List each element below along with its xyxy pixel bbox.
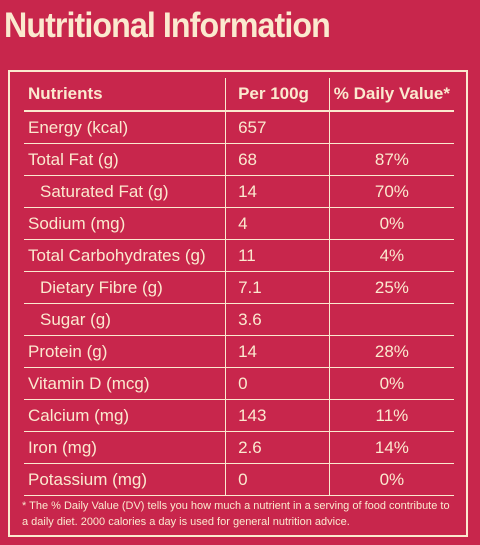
- table-cell: 14: [225, 335, 330, 368]
- column-header: % Daily Value*: [329, 78, 454, 112]
- table-row: Vitamin D (mcg) 0 0%: [24, 367, 454, 400]
- table-cell: 3.6: [225, 303, 330, 336]
- table-row: Dietary Fibre (g) 7.1 25%: [24, 271, 454, 304]
- table-cell: Calcium (mg): [24, 399, 227, 432]
- table-cell: 657: [225, 111, 330, 144]
- empty-cell: [329, 303, 454, 336]
- table-row: Iron (mg) 2.6 14%: [24, 431, 454, 464]
- table-row: Sodium (mg) 4 0%: [24, 207, 454, 240]
- title: Nutritional Information: [4, 6, 331, 45]
- table-cell: Energy (kcal): [24, 111, 227, 144]
- table-cell: Saturated Fat (g): [24, 175, 227, 208]
- empty-cell: [329, 111, 454, 144]
- table-cell: 68: [225, 143, 330, 176]
- table-cell: 14%: [329, 431, 454, 464]
- table-row: Total Fat (g) 68 87%: [24, 143, 454, 176]
- table-cell: Total Carbohydrates (g): [24, 239, 227, 272]
- table-cell: 0: [225, 367, 330, 400]
- table-cell: 0%: [329, 367, 454, 400]
- table-cell: 11%: [329, 399, 454, 432]
- table-cell: 0%: [329, 463, 454, 496]
- table-cell: 28%: [329, 335, 454, 368]
- table-cell: Protein (g): [24, 335, 227, 368]
- table-row: Protein (g) 14 28%: [24, 335, 454, 368]
- table-cell: Total Fat (g): [24, 143, 227, 176]
- table-cell: 4: [225, 207, 330, 240]
- table-cell: 2.6: [225, 431, 330, 464]
- nutrition-panel: Nutrients Per 100g% Daily Value* Energy (…: [8, 70, 468, 537]
- table-cell: 4%: [329, 239, 454, 272]
- table-row: Saturated Fat (g) 14 70%: [24, 175, 454, 208]
- table-cell: 7.1: [225, 271, 330, 304]
- table-row: Potassium (mg) 0 0%: [24, 463, 454, 496]
- table-row: Energy (kcal) 657: [24, 111, 454, 144]
- table-row: Total Carbohydrates (g) 11 4%: [24, 239, 454, 272]
- footnote: * The % Daily Value (DV) tells you how m…: [22, 500, 450, 528]
- table-cell: 14: [225, 175, 330, 208]
- table-cell: 25%: [329, 271, 454, 304]
- table-row: Calcium (mg) 143 11%: [24, 399, 454, 432]
- column-header: Nutrients: [24, 78, 227, 112]
- column-header: Per 100g: [225, 78, 330, 112]
- table-cell: Dietary Fibre (g): [24, 271, 227, 304]
- table-cell: Vitamin D (mcg): [24, 367, 227, 400]
- table-cell: Sugar (g): [24, 303, 227, 336]
- table-cell: 0: [225, 463, 330, 496]
- nutrition-table: Nutrients Per 100g% Daily Value* Energy (…: [24, 78, 454, 496]
- table-cell: Iron (mg): [24, 431, 227, 464]
- table-cell: 11: [225, 239, 330, 272]
- table-cell: 0%: [329, 207, 454, 240]
- table-cell: 143: [225, 399, 330, 432]
- table-cell: 87%: [329, 143, 454, 176]
- table-cell: Potassium (mg): [24, 463, 227, 496]
- table-cell: Sodium (mg): [24, 207, 227, 240]
- table-cell: 70%: [329, 175, 454, 208]
- header-row: Nutrients Per 100g% Daily Value*: [24, 78, 454, 112]
- table-row: Sugar (g) 3.6: [24, 303, 454, 336]
